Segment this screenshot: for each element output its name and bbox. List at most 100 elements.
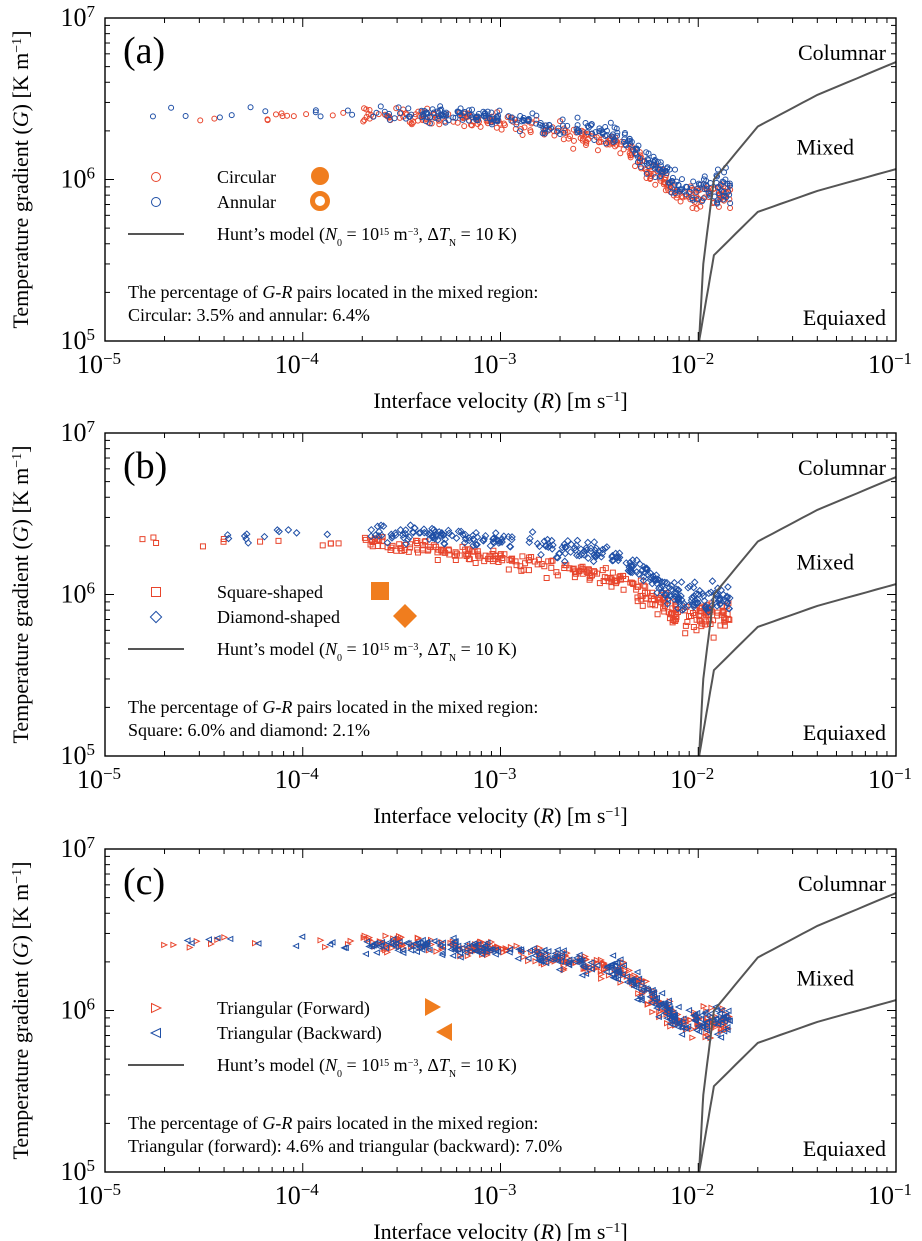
data-point <box>632 163 639 170</box>
data-point <box>340 944 348 952</box>
data-point <box>664 997 672 1005</box>
series-diamond-shaped <box>223 521 734 616</box>
data-point <box>649 589 656 596</box>
data-point <box>591 137 598 144</box>
data-point <box>625 563 634 572</box>
data-point <box>505 949 513 956</box>
data-point <box>502 945 510 952</box>
data-point <box>461 123 468 130</box>
data-point <box>589 557 598 566</box>
x-tick-label: 10−4 <box>275 1180 320 1211</box>
data-point <box>420 110 427 117</box>
data-point <box>620 572 627 579</box>
chart-panel-a: 10−5 10−4 10−3 10−2 10−1 105 106 107 Interface v… <box>8 2 912 414</box>
legend-shape-icon <box>425 998 441 1016</box>
x-tick-label: 10−3 <box>472 764 516 795</box>
data-point <box>421 942 429 950</box>
data-point <box>420 528 429 537</box>
data-point <box>611 124 618 131</box>
data-point <box>153 539 160 546</box>
data-point <box>674 594 683 602</box>
data-point <box>149 113 156 120</box>
data-point <box>466 117 473 124</box>
data-point <box>674 608 681 615</box>
data-point <box>458 944 466 952</box>
data-point <box>216 114 223 121</box>
data-point <box>347 937 355 945</box>
data-point <box>412 944 420 952</box>
data-point <box>668 1012 676 1020</box>
region-label-mixed: Mixed <box>797 966 854 991</box>
data-point <box>496 107 503 114</box>
data-point <box>405 533 414 541</box>
data-point <box>363 938 371 946</box>
data-point <box>327 540 334 547</box>
data-point <box>608 553 616 561</box>
legend: Circular Annular Hunt’s model (N0 = 1015 m… <box>128 167 517 249</box>
data-point <box>596 580 603 587</box>
data-point <box>389 935 397 943</box>
data-point <box>504 532 513 541</box>
data-point <box>691 599 699 607</box>
data-point <box>494 118 501 125</box>
data-point <box>513 562 520 569</box>
data-point <box>443 109 450 116</box>
data-point <box>698 589 707 598</box>
series-annular <box>149 103 734 207</box>
data-point <box>626 137 633 144</box>
data-point <box>548 564 555 571</box>
data-point <box>565 961 573 969</box>
data-point <box>426 120 433 127</box>
data-point <box>724 583 732 591</box>
data-point <box>673 178 680 185</box>
data-point <box>398 547 405 554</box>
data-point <box>654 1002 662 1010</box>
data-point <box>526 947 534 955</box>
data-point <box>628 977 636 984</box>
data-point <box>473 113 480 120</box>
data-point <box>714 200 721 207</box>
data-point <box>481 942 488 950</box>
data-point <box>661 608 668 615</box>
x-tick-label: 10−1 <box>868 764 912 795</box>
data-point <box>365 110 372 117</box>
data-point <box>247 104 254 111</box>
data-point <box>620 962 627 969</box>
data-point <box>369 538 376 545</box>
data-point <box>687 613 694 620</box>
data-point <box>402 539 410 548</box>
legend-label: Square-shaped <box>217 582 323 602</box>
chart-panel-b: 10−5 10−4 10−3 10−2 10−1 105 106 107 Interface v… <box>8 417 912 829</box>
data-point <box>240 532 249 540</box>
legend-label-hunt: Hunt’s model (N0 = 1015 m−3, ΔTN = 10 K) <box>217 1055 517 1080</box>
data-point <box>611 577 618 584</box>
data-point <box>489 558 496 565</box>
data-point <box>542 542 551 550</box>
data-point <box>433 948 441 955</box>
data-point <box>675 1020 683 1027</box>
data-point <box>620 138 627 145</box>
data-point <box>579 137 586 144</box>
data-point <box>539 130 546 137</box>
data-point <box>634 594 641 601</box>
data-point <box>517 563 524 570</box>
data-point <box>553 946 561 954</box>
data-point <box>439 531 448 539</box>
data-point <box>671 592 680 601</box>
data-point <box>639 602 646 609</box>
data-point <box>583 956 590 963</box>
data-point <box>457 952 465 960</box>
data-point <box>661 594 668 601</box>
data-point <box>279 113 286 120</box>
data-point <box>561 549 570 558</box>
data-point <box>720 1027 728 1034</box>
data-point <box>715 190 722 197</box>
data-point <box>193 937 201 945</box>
data-point <box>401 526 410 534</box>
data-point <box>477 123 484 130</box>
y-tick-label: 107 <box>61 2 96 33</box>
data-point <box>635 990 643 997</box>
data-point <box>705 589 713 598</box>
data-point <box>415 108 422 115</box>
data-point <box>622 973 630 980</box>
